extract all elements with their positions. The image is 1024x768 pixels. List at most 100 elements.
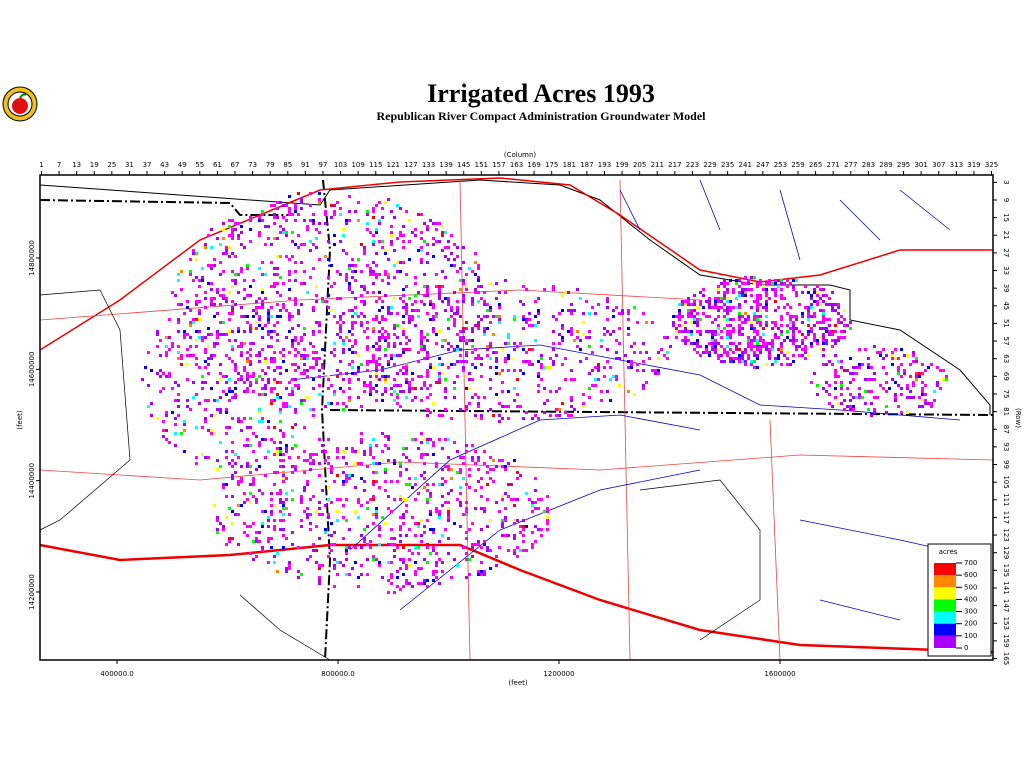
irrigated-cell bbox=[792, 342, 795, 345]
irrigated-cell bbox=[339, 240, 342, 243]
irrigated-cell bbox=[327, 375, 330, 378]
irrigated-cell bbox=[195, 258, 198, 261]
irrigated-cell bbox=[384, 381, 387, 384]
irrigated-cell bbox=[744, 282, 747, 285]
irrigated-cell bbox=[816, 294, 819, 297]
irrigated-cell bbox=[723, 318, 726, 321]
irrigated-cell bbox=[360, 564, 363, 567]
irrigated-cell bbox=[294, 207, 297, 210]
irrigated-cell bbox=[885, 381, 888, 384]
irrigated-cell bbox=[759, 297, 762, 300]
irrigated-cell bbox=[294, 363, 297, 366]
irrigated-cell bbox=[708, 315, 711, 318]
irrigated-cell bbox=[219, 408, 222, 411]
irrigated-cell bbox=[234, 462, 237, 465]
irrigated-cell bbox=[432, 549, 435, 552]
irrigated-cell bbox=[795, 315, 798, 318]
irrigated-cell bbox=[924, 384, 927, 387]
column-tick-label: 313 bbox=[950, 161, 963, 169]
irrigated-cell bbox=[522, 327, 525, 330]
irrigated-cell bbox=[423, 531, 426, 534]
irrigated-cell bbox=[459, 525, 462, 528]
irrigated-cell bbox=[408, 564, 411, 567]
column-axis-label: (Column) bbox=[504, 151, 537, 159]
irrigated-cell bbox=[429, 303, 432, 306]
irrigated-cell bbox=[657, 369, 660, 372]
irrigated-cell bbox=[375, 231, 378, 234]
irrigated-cell bbox=[537, 390, 540, 393]
irrigated-cell bbox=[753, 312, 756, 315]
irrigated-cell bbox=[666, 336, 669, 339]
irrigated-cell bbox=[477, 300, 480, 303]
irrigated-cell bbox=[177, 273, 180, 276]
irrigated-cell bbox=[813, 339, 816, 342]
irrigated-cell bbox=[414, 294, 417, 297]
irrigated-cell bbox=[792, 339, 795, 342]
irrigated-cell bbox=[483, 396, 486, 399]
irrigated-cell bbox=[897, 384, 900, 387]
irrigated-cell bbox=[822, 318, 825, 321]
irrigated-cell bbox=[339, 213, 342, 216]
irrigated-cell bbox=[378, 462, 381, 465]
irrigated-cell bbox=[303, 489, 306, 492]
irrigated-cell bbox=[294, 279, 297, 282]
irrigated-cell bbox=[492, 468, 495, 471]
map-layers bbox=[39, 177, 994, 661]
irrigated-cell bbox=[237, 327, 240, 330]
irrigated-cell bbox=[225, 543, 228, 546]
irrigated-cell bbox=[405, 483, 408, 486]
irrigated-cell bbox=[204, 291, 207, 294]
irrigated-cell bbox=[282, 513, 285, 516]
irrigated-cell bbox=[330, 384, 333, 387]
row-tick-label: 165 bbox=[1002, 652, 1010, 665]
irrigated-cell bbox=[414, 561, 417, 564]
irrigated-cell bbox=[729, 357, 732, 360]
irrigated-cell bbox=[255, 531, 258, 534]
irrigated-cell bbox=[705, 315, 708, 318]
column-tick-label: 103 bbox=[334, 161, 347, 169]
irrigated-cell bbox=[369, 498, 372, 501]
irrigated-cell bbox=[867, 378, 870, 381]
irrigated-cell bbox=[375, 510, 378, 513]
irrigated-cell bbox=[399, 369, 402, 372]
irrigated-cell bbox=[606, 348, 609, 351]
irrigated-cell bbox=[225, 450, 228, 453]
irrigated-cell bbox=[369, 375, 372, 378]
irrigated-cell bbox=[582, 402, 585, 405]
irrigated-cell bbox=[237, 330, 240, 333]
irrigated-cell bbox=[210, 429, 213, 432]
irrigated-cell bbox=[750, 306, 753, 309]
irrigated-cell bbox=[414, 234, 417, 237]
column-tick-label: 187 bbox=[580, 161, 593, 169]
irrigated-cell bbox=[786, 351, 789, 354]
irrigated-cell bbox=[210, 288, 213, 291]
irrigated-cell bbox=[687, 330, 690, 333]
irrigated-cell bbox=[309, 219, 312, 222]
irrigated-cell bbox=[252, 279, 255, 282]
irrigated-cell bbox=[753, 300, 756, 303]
irrigated-cell bbox=[234, 453, 237, 456]
irrigated-cell bbox=[270, 498, 273, 501]
irrigated-cell bbox=[339, 336, 342, 339]
irrigated-cell bbox=[204, 348, 207, 351]
irrigated-cell bbox=[300, 501, 303, 504]
irrigated-cell bbox=[309, 462, 312, 465]
irrigated-cell bbox=[204, 297, 207, 300]
irrigated-cell bbox=[471, 456, 474, 459]
irrigated-cell bbox=[273, 369, 276, 372]
irrigated-cell bbox=[843, 309, 846, 312]
irrigated-cell bbox=[384, 318, 387, 321]
irrigated-cell bbox=[234, 255, 237, 258]
irrigated-cell bbox=[432, 366, 435, 369]
irrigated-cell bbox=[264, 438, 267, 441]
irrigated-cell bbox=[909, 390, 912, 393]
irrigated-cell bbox=[486, 303, 489, 306]
irrigated-cell bbox=[732, 327, 735, 330]
irrigated-cell bbox=[444, 390, 447, 393]
irrigated-cell bbox=[288, 315, 291, 318]
irrigated-cell bbox=[144, 366, 147, 369]
irrigated-cell bbox=[681, 339, 684, 342]
irrigated-cell bbox=[444, 501, 447, 504]
irrigated-cell bbox=[270, 399, 273, 402]
column-tick-label: 283 bbox=[862, 161, 875, 169]
